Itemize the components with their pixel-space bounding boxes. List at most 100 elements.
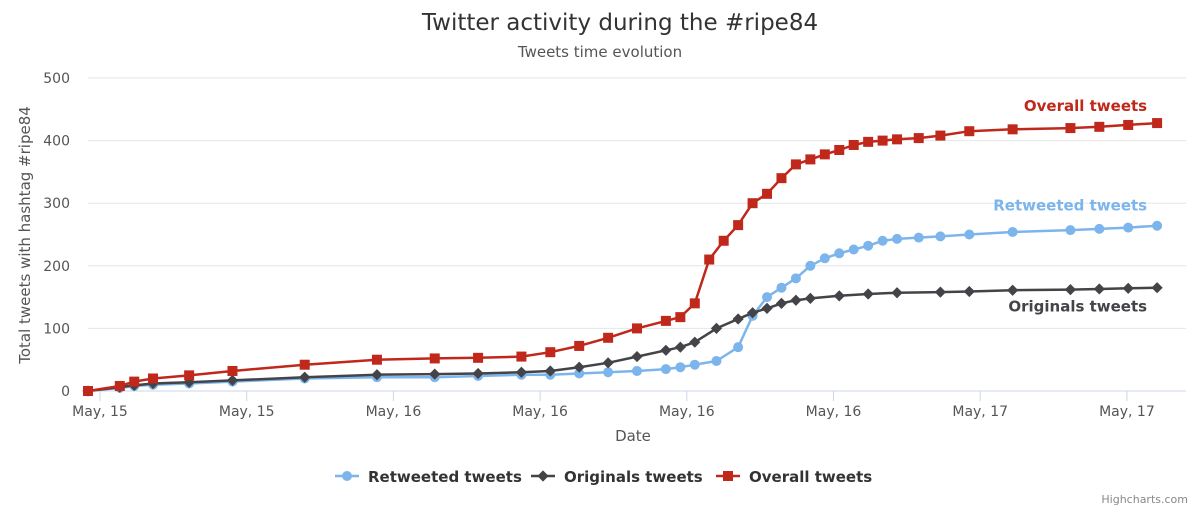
originals-tweets-point[interactable] <box>544 365 556 377</box>
retweeted-tweets-point[interactable] <box>964 229 975 240</box>
originals-tweets-point[interactable] <box>371 369 383 381</box>
overall-tweets-line[interactable] <box>87 121 1158 393</box>
retweeted-tweets-point[interactable] <box>762 292 773 303</box>
overall-tweets-point[interactable] <box>371 354 382 365</box>
overall-tweets-point[interactable] <box>516 351 527 362</box>
overall-tweets-point[interactable] <box>863 136 874 147</box>
overall-tweets-point[interactable] <box>747 198 758 209</box>
overall-tweets-point[interactable] <box>114 380 125 391</box>
overall-tweets-point[interactable] <box>1007 124 1018 135</box>
overall-tweets-point[interactable] <box>129 376 140 387</box>
retweeted-tweets-point[interactable] <box>1065 225 1076 236</box>
legend-item-overall-tweets[interactable]: Overall tweets <box>716 468 872 486</box>
retweeted-tweets-point[interactable] <box>776 282 787 293</box>
retweeted-tweets-point[interactable] <box>1123 222 1134 233</box>
overall-tweets-point[interactable] <box>913 133 924 144</box>
retweeted-tweets-point[interactable] <box>1007 226 1018 237</box>
retweeted-tweets-point[interactable] <box>805 260 816 271</box>
retweeted-tweets-line[interactable] <box>87 224 1158 393</box>
overall-tweets-point[interactable] <box>574 340 585 351</box>
retweeted-tweets-point[interactable] <box>603 367 614 378</box>
originals-tweets-point[interactable] <box>631 350 643 363</box>
originals-tweets-point[interactable] <box>934 286 946 298</box>
overall-tweets-point[interactable] <box>935 130 946 141</box>
overall-tweets-point[interactable] <box>545 347 556 358</box>
retweeted-tweets-point[interactable] <box>733 342 744 353</box>
overall-tweets-point[interactable] <box>819 149 830 160</box>
legend-item-retweeted-tweets[interactable]: Retweeted tweets <box>335 468 522 486</box>
originals-tweets-point[interactable] <box>472 367 484 380</box>
overall-tweets-point[interactable] <box>148 373 159 384</box>
retweeted-tweets-point[interactable] <box>1152 220 1163 231</box>
overall-tweets-point[interactable] <box>299 359 310 370</box>
legend-marker[interactable] <box>342 471 352 481</box>
overall-tweets-point[interactable] <box>675 312 686 323</box>
overall-tweets-point[interactable] <box>964 126 975 137</box>
originals-tweets-point[interactable] <box>963 285 975 298</box>
overall-tweets-point[interactable] <box>227 365 238 376</box>
retweeted-tweets-point[interactable] <box>632 365 642 376</box>
retweeted-tweets-point[interactable] <box>1094 223 1105 234</box>
originals-tweets-point[interactable] <box>833 290 845 302</box>
originals-tweets-point[interactable] <box>790 294 802 306</box>
overall-tweets-point[interactable] <box>1152 118 1163 129</box>
retweeted-tweets-point[interactable] <box>689 359 700 370</box>
originals-tweets-point[interactable] <box>1151 282 1163 294</box>
overall-tweets-point[interactable] <box>603 332 614 343</box>
overall-tweets-point[interactable] <box>1065 123 1076 134</box>
overall-tweets-point[interactable] <box>892 134 903 145</box>
overall-tweets-point[interactable] <box>718 235 729 246</box>
retweeted-tweets-point[interactable] <box>819 253 830 264</box>
overall-tweets-point[interactable] <box>877 135 888 146</box>
originals-tweets-point[interactable] <box>429 368 441 380</box>
originals-tweets-point[interactable] <box>299 371 311 383</box>
overall-tweets-point[interactable] <box>834 144 845 155</box>
originals-tweets-point[interactable] <box>710 322 723 334</box>
overall-tweets-point[interactable] <box>762 188 773 199</box>
originals-tweets-point[interactable] <box>1064 283 1077 296</box>
retweeted-tweets-point[interactable] <box>790 273 801 284</box>
originals-tweets-point[interactable] <box>1122 282 1134 294</box>
overall-tweets-point[interactable] <box>473 352 484 363</box>
originals-tweets-point[interactable] <box>573 361 585 373</box>
originals-tweets-point[interactable] <box>515 366 528 378</box>
overall-tweets-point[interactable] <box>83 386 93 396</box>
legend-marker[interactable] <box>537 470 549 482</box>
overall-tweets-point[interactable] <box>805 154 816 165</box>
overall-tweets-point[interactable] <box>848 139 859 150</box>
retweeted-tweets-point[interactable] <box>863 240 874 251</box>
retweeted-tweets-point[interactable] <box>848 244 859 255</box>
retweeted-tweets-point[interactable] <box>675 362 686 373</box>
overall-tweets-point[interactable] <box>790 159 801 170</box>
credits[interactable]: Highcharts.com <box>1101 493 1188 506</box>
originals-tweets-point[interactable] <box>689 336 701 348</box>
retweeted-tweets-point[interactable] <box>574 368 585 379</box>
overall-tweets-point[interactable] <box>660 315 671 326</box>
retweeted-tweets-point[interactable] <box>913 232 924 243</box>
overall-tweets-point[interactable] <box>733 220 744 231</box>
overall-tweets-point[interactable] <box>776 173 787 184</box>
originals-tweets-point[interactable] <box>761 302 773 314</box>
retweeted-tweets-point[interactable] <box>935 231 946 242</box>
retweeted-tweets-point[interactable] <box>834 248 845 259</box>
legend-item-originals-tweets[interactable]: Originals tweets <box>531 468 703 486</box>
originals-tweets-point[interactable] <box>183 376 195 388</box>
retweeted-tweets-point[interactable] <box>892 233 903 244</box>
originals-tweets-point[interactable] <box>1007 284 1019 296</box>
originals-tweets-point[interactable] <box>1093 283 1105 295</box>
originals-tweets-point[interactable] <box>732 313 744 325</box>
overall-tweets-point[interactable] <box>704 254 715 265</box>
retweeted-tweets-point[interactable] <box>660 364 671 375</box>
originals-tweets-line[interactable] <box>87 286 1158 393</box>
originals-tweets-point[interactable] <box>226 374 239 386</box>
originals-tweets-point[interactable] <box>746 307 759 319</box>
overall-tweets-point[interactable] <box>184 370 195 381</box>
overall-tweets-point[interactable] <box>632 323 642 334</box>
overall-tweets-point[interactable] <box>1094 121 1105 132</box>
originals-tweets-point[interactable] <box>862 288 874 300</box>
overall-tweets-point[interactable] <box>689 298 700 309</box>
retweeted-tweets-point[interactable] <box>877 235 888 246</box>
originals-tweets-point[interactable] <box>891 287 903 299</box>
overall-tweets-point[interactable] <box>429 353 440 364</box>
originals-tweets-point[interactable] <box>674 341 686 353</box>
